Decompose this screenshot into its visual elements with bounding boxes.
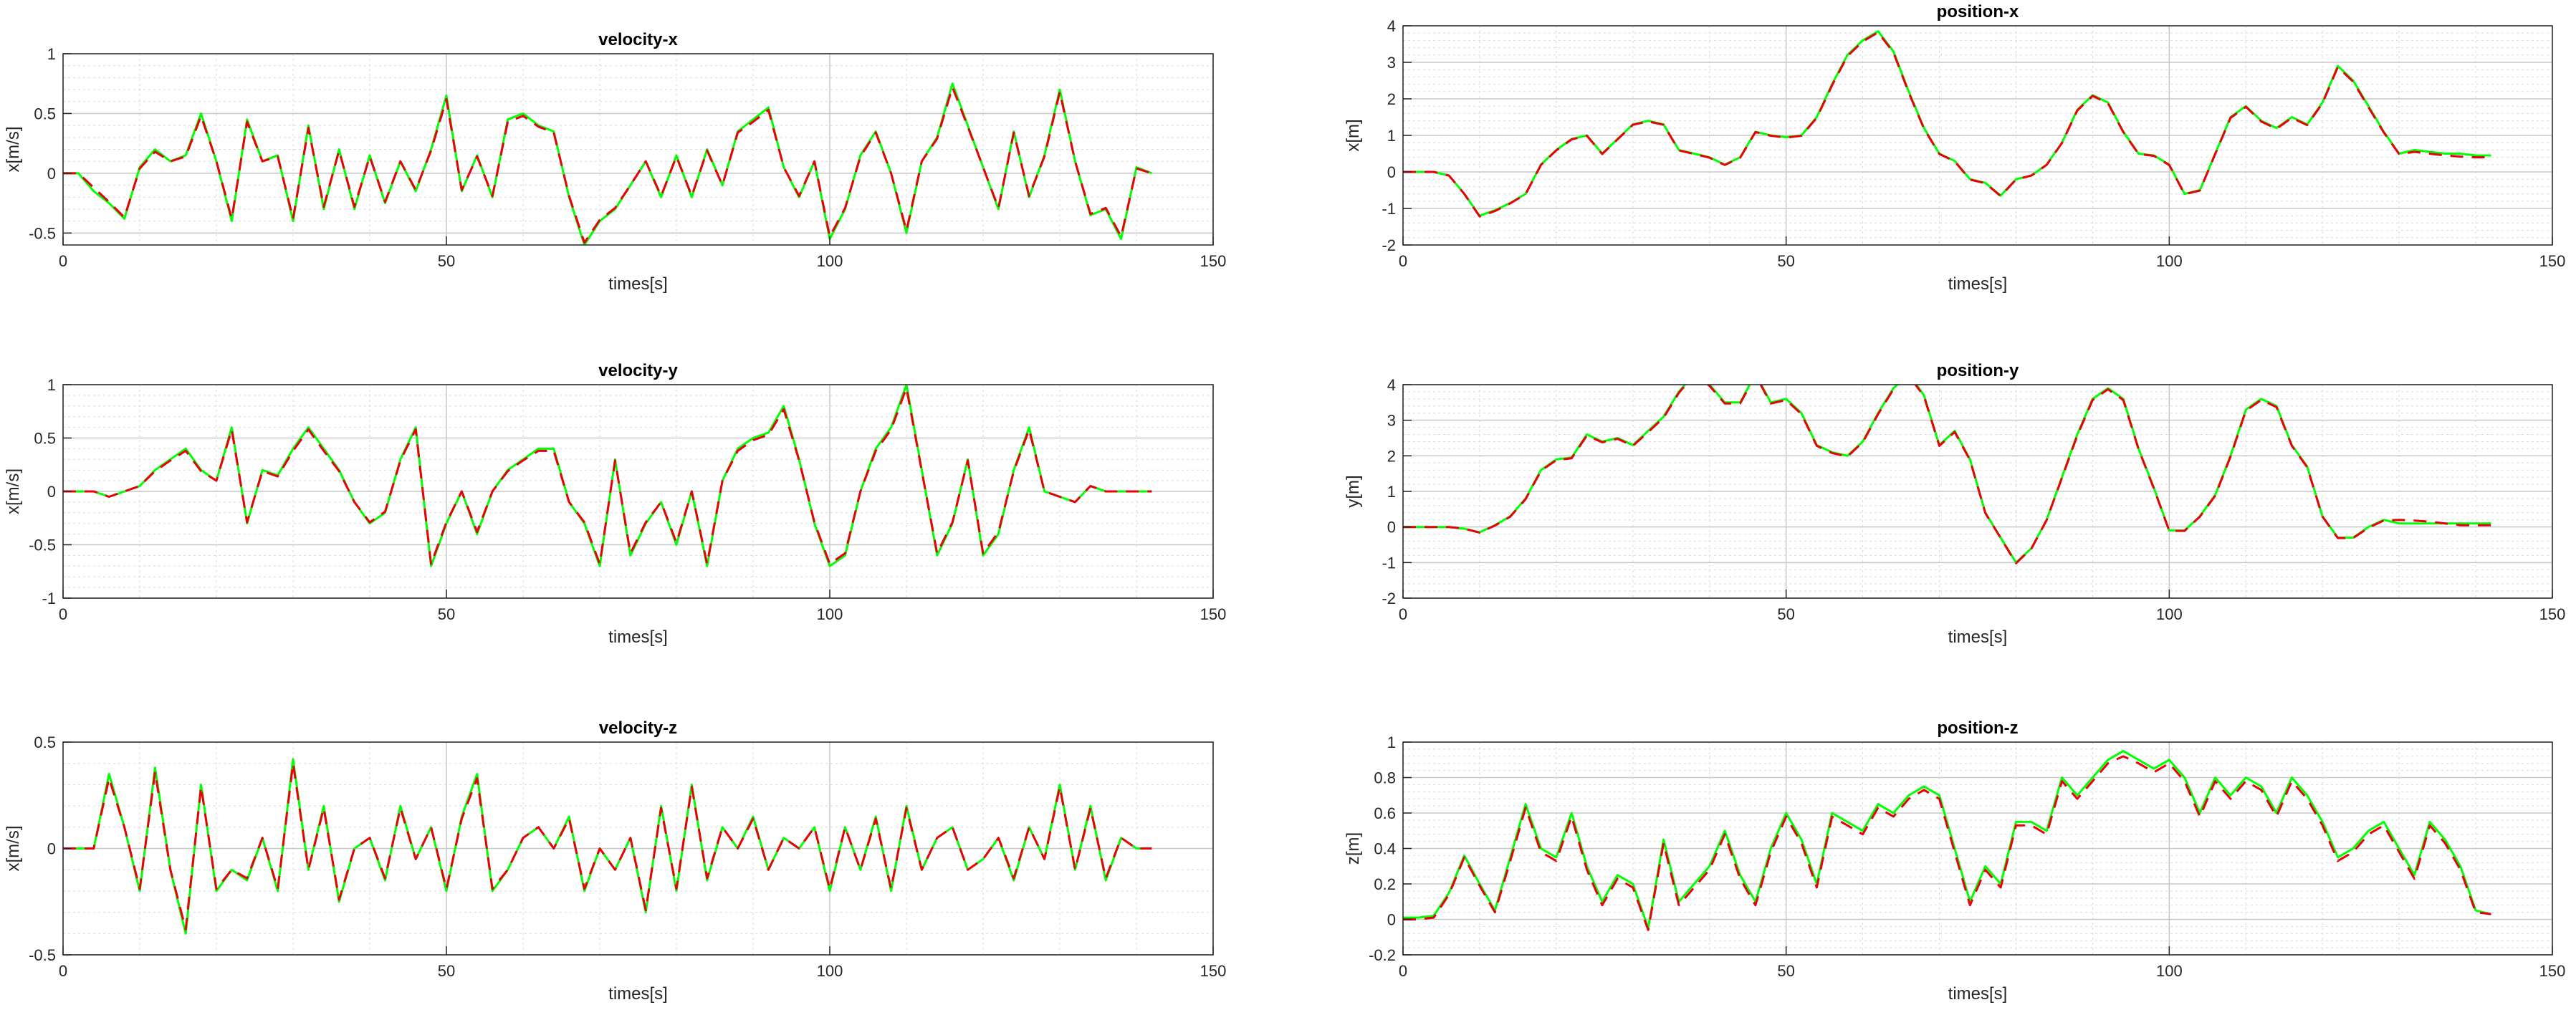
y-tick-label: 0.5 xyxy=(34,105,56,122)
y-tick-label: 1 xyxy=(1387,127,1396,145)
x-tick-label: 0 xyxy=(1399,252,1407,270)
series-line-1 xyxy=(63,86,1152,244)
y-tick-label: 0 xyxy=(47,483,56,501)
y-tick-label: 0 xyxy=(1387,519,1396,537)
y-axis-label: y[m] xyxy=(1344,475,1363,507)
y-axis-label: x[m/s] xyxy=(4,468,23,514)
y-tick-label: 0.6 xyxy=(1374,804,1396,822)
y-tick-label: -0.5 xyxy=(29,224,56,242)
chart-title: position-y xyxy=(1937,361,2019,380)
x-axis-label: times[s] xyxy=(608,627,668,647)
x-tick-label: 0 xyxy=(59,962,67,980)
x-tick-label: 50 xyxy=(438,962,455,980)
y-tick-label: -1 xyxy=(1382,200,1396,218)
chart-panel-position-y: 0 50 100 150 -2 -1 0 1 2 3 4 position-y times[s] y[m] xyxy=(1344,361,2565,647)
chart-title: position-z xyxy=(1937,718,2018,738)
series-line-1 xyxy=(63,762,1152,930)
y-axis-label: x[m] xyxy=(1344,119,1363,151)
y-axis-label: z[m] xyxy=(1344,832,1363,865)
x-tick-label: 100 xyxy=(2156,962,2183,980)
y-tick-label: -0.2 xyxy=(1369,946,1396,964)
chart-title: velocity-y xyxy=(598,361,678,380)
y-axis-label: x[m/s] xyxy=(4,826,23,872)
y-tick-label: 4 xyxy=(1387,17,1396,35)
x-tick-label: 150 xyxy=(2539,252,2566,270)
chart-panel-position-x: 0 50 100 150 -2 -1 0 1 2 3 4 position-x times[s] x[m] xyxy=(1344,2,2565,294)
y-tick-label: 0.4 xyxy=(1374,840,1396,858)
y-tick-label: 0.5 xyxy=(34,430,56,448)
x-tick-label: 0 xyxy=(1399,605,1407,623)
y-tick-label: 0 xyxy=(1387,163,1396,181)
x-tick-label: 100 xyxy=(817,962,843,980)
y-tick-label: 0 xyxy=(47,165,56,183)
y-tick-label: 3 xyxy=(1387,412,1396,430)
x-tick-label: 100 xyxy=(2156,605,2183,623)
y-tick-label: -0.5 xyxy=(29,946,56,964)
x-axis-label: times[s] xyxy=(1948,627,2008,647)
y-tick-label: 2 xyxy=(1387,447,1396,465)
y-tick-label: 1 xyxy=(1387,734,1396,751)
x-axis-label: times[s] xyxy=(1948,984,2008,1004)
chart-title: velocity-z xyxy=(599,718,677,738)
chart-panel-velocity-z: 0 50 100 150-0.500.5velocity-ztimes[s]x[m/s… xyxy=(4,718,1226,1004)
series-line-1 xyxy=(63,387,1152,565)
y-tick-label: -1 xyxy=(1382,554,1396,572)
y-tick-label: 0.8 xyxy=(1374,769,1396,787)
x-tick-label: 150 xyxy=(1200,605,1227,623)
y-tick-label: -1 xyxy=(42,590,56,607)
axes-frame xyxy=(62,53,1214,246)
x-axis-label: times[s] xyxy=(608,274,668,294)
x-tick-label: 100 xyxy=(2156,252,2183,270)
y-tick-label: 0.5 xyxy=(34,734,56,751)
x-tick-label: 150 xyxy=(1200,962,1227,980)
y-tick-label: 1 xyxy=(47,45,56,63)
chart-panel-velocity-x: 0 50 100 150-0.500.51velocity-xtimes[s]x[m/… xyxy=(4,30,1226,294)
x-tick-label: 50 xyxy=(1777,962,1794,980)
x-tick-label: 50 xyxy=(1777,252,1794,270)
y-tick-label: -2 xyxy=(1382,590,1396,607)
x-tick-label: 50 xyxy=(438,252,455,270)
y-tick-label: 1 xyxy=(47,376,56,394)
y-axis-label: x[m/s] xyxy=(4,127,23,173)
chart-panel-position-z: 0 50 100 150-0.200.20.40.60.81position-ztim… xyxy=(1344,718,2565,1004)
x-axis-label: times[s] xyxy=(608,984,668,1004)
x-tick-label: 150 xyxy=(2539,962,2566,980)
y-tick-label: 3 xyxy=(1387,54,1396,72)
x-tick-label: 100 xyxy=(817,252,843,270)
y-tick-label: 4 xyxy=(1387,376,1396,394)
y-tick-label: 0 xyxy=(47,840,56,858)
x-tick-label: 0 xyxy=(59,252,67,270)
y-tick-label: 0.2 xyxy=(1374,875,1396,893)
x-tick-label: 150 xyxy=(2539,605,2566,623)
y-tick-label: -2 xyxy=(1382,236,1396,254)
y-tick-label: 1 xyxy=(1387,483,1396,501)
chart-title: position-x xyxy=(1937,2,2019,21)
x-tick-label: 50 xyxy=(438,605,455,623)
x-tick-label: 0 xyxy=(59,605,67,623)
x-tick-label: 100 xyxy=(817,605,843,623)
x-axis-label: times[s] xyxy=(1948,274,2008,294)
x-tick-label: 0 xyxy=(1399,962,1407,980)
y-tick-label: 0 xyxy=(1387,911,1396,929)
x-tick-label: 150 xyxy=(1200,252,1227,270)
chart-panel-velocity-y: 0 50 100 150 -1 -0.5 0 0.5 1 velocity-y times[s] x[… xyxy=(4,361,1226,647)
series-line-1 xyxy=(1403,31,2491,218)
series-line-1 xyxy=(1403,755,2491,931)
y-tick-label: -0.5 xyxy=(29,537,56,554)
series-line-1 xyxy=(1403,385,2491,564)
y-tick-label: 2 xyxy=(1387,90,1396,108)
x-tick-label: 50 xyxy=(1777,605,1794,623)
chart-title: velocity-x xyxy=(598,30,678,49)
